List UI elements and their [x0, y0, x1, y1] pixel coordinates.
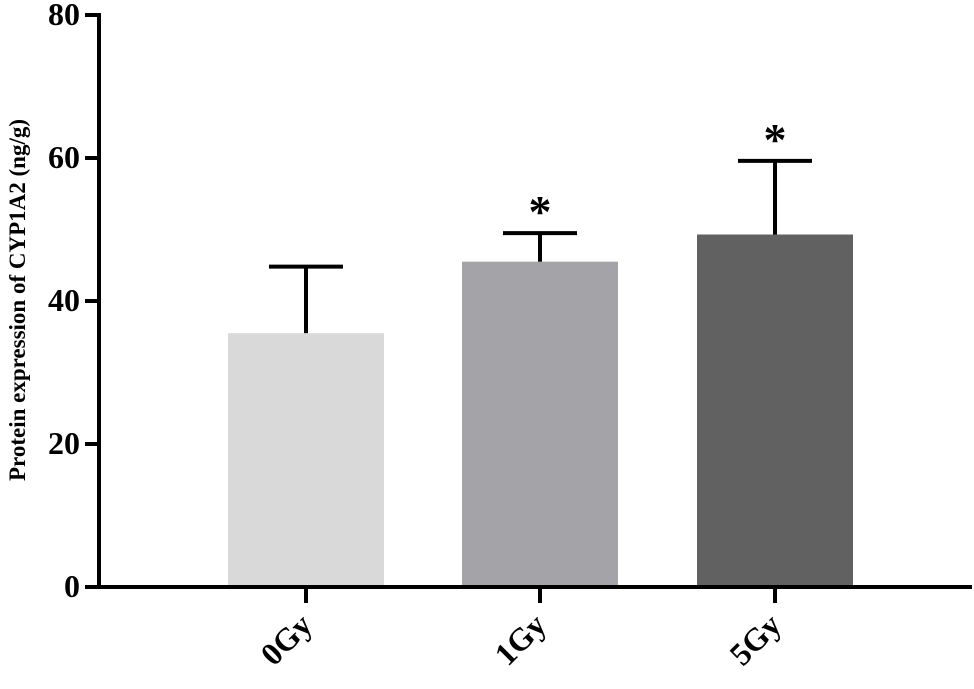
bar-0Gy	[228, 333, 384, 587]
y-axis-label: Protein expression of CYP1A2 (ng/g)	[5, 119, 30, 481]
y-tick-label-40: 40	[48, 282, 80, 318]
y-tick-label-0: 0	[64, 568, 80, 604]
significance-marker-1Gy: *	[529, 186, 552, 237]
y-tick-label-20: 20	[48, 425, 80, 461]
significance-marker-5Gy: *	[764, 114, 787, 165]
x-tick-label-5Gy: 5Gy	[722, 606, 788, 672]
y-tick-label-80: 80	[48, 0, 80, 32]
y-tick-label-60: 60	[48, 139, 80, 175]
bar-1Gy	[462, 261, 618, 587]
x-tick-label-1Gy: 1Gy	[487, 606, 553, 672]
x-tick-label-0Gy: 0Gy	[253, 606, 319, 672]
bar-5Gy	[697, 234, 853, 587]
plot-area: * * 0 20 40 60 80 0Gy 1Gy 5Gy	[48, 0, 972, 672]
